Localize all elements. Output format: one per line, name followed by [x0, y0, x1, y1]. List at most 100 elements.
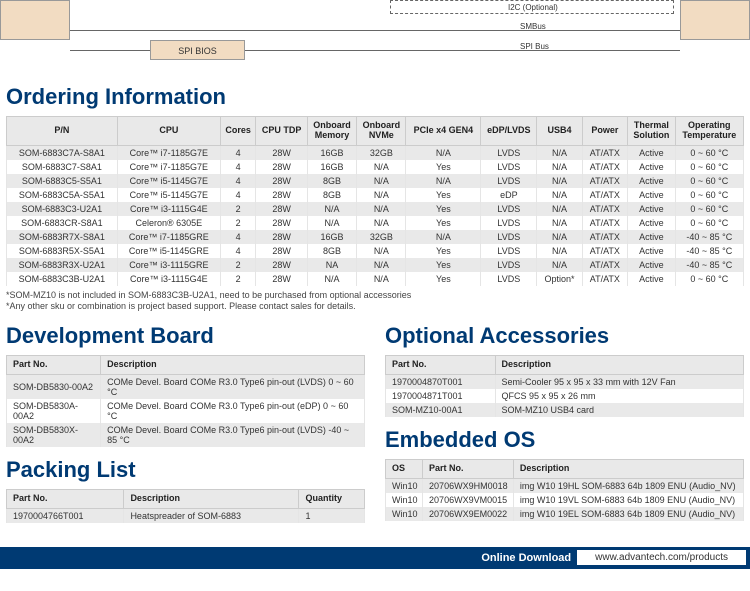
table-cell: 2 — [220, 258, 255, 272]
table-row: SOM-6883C7A-S8A1Core™ i7-1185G7E428W16GB… — [7, 145, 744, 160]
table-cell: 4 — [220, 174, 255, 188]
col-header: CPU TDP — [256, 117, 308, 146]
table-cell: LVDS — [481, 230, 537, 244]
table-cell: 16GB — [307, 160, 356, 174]
table-cell: SOM-6883CR-S8A1 — [7, 216, 118, 230]
table-cell: SOM-6883R7X-S8A1 — [7, 230, 118, 244]
table-cell: Yes — [406, 244, 481, 258]
ordering-table: P/NCPUCoresCPU TDPOnboard MemoryOnboard … — [6, 116, 744, 286]
accessories-table: Part No.Description 1970004870T001Semi-C… — [385, 355, 744, 417]
table-cell: Yes — [406, 188, 481, 202]
diagram-block-left — [0, 0, 70, 40]
col-header: Part No. — [386, 356, 496, 375]
table-cell: N/A — [537, 174, 582, 188]
table-cell: SOM-DB5830A-00A2 — [7, 399, 101, 423]
col-header: Description — [124, 490, 299, 509]
table-cell: N/A — [357, 272, 406, 286]
table-cell: Core™ i3-1115GRE — [117, 258, 220, 272]
table-cell: N/A — [357, 160, 406, 174]
table-cell: img W10 19HL SOM-6883 64b 1809 ENU (Audi… — [513, 478, 743, 493]
diagram-spi-bios: SPI BIOS — [150, 40, 245, 60]
footer-download-label: Online Download — [475, 552, 577, 564]
table-cell: Yes — [406, 258, 481, 272]
table-cell: -40 ~ 85 °C — [675, 230, 743, 244]
table-row: SOM-6883C5A-S5A1Core™ i5-1145G7E428W8GBN… — [7, 188, 744, 202]
table-cell: 20706WX9EM0022 — [423, 507, 514, 521]
col-header: CPU — [117, 117, 220, 146]
col-header: Power — [582, 117, 627, 146]
col-header: Part No. — [7, 490, 124, 509]
table-cell: AT/ATX — [582, 202, 627, 216]
table-cell: N/A — [357, 244, 406, 258]
col-header: Onboard NVMe — [357, 117, 406, 146]
table-cell: SOM-6883C7-S8A1 — [7, 160, 118, 174]
table-cell: 2 — [220, 216, 255, 230]
table-cell: 8GB — [307, 244, 356, 258]
table-cell: 16GB — [307, 230, 356, 244]
table-cell: N/A — [537, 230, 582, 244]
table-row: SOM-DB5830X-00A2COMe Devel. Board COMe R… — [7, 423, 365, 447]
table-cell: 1970004871T001 — [386, 389, 496, 403]
table-cell: AT/ATX — [582, 174, 627, 188]
table-cell: SOM-MZ10 USB4 card — [495, 403, 743, 417]
col-header: PCIe x4 GEN4 — [406, 117, 481, 146]
table-cell: 1970004870T001 — [386, 375, 496, 390]
table-cell: Celeron® 6305E — [117, 216, 220, 230]
table-cell: SOM-6883C7A-S8A1 — [7, 145, 118, 160]
table-row: SOM-DB5830-00A2COMe Devel. Board COMe R3… — [7, 375, 365, 400]
table-cell: Yes — [406, 160, 481, 174]
table-cell: Win10 — [386, 507, 423, 521]
table-cell: AT/ATX — [582, 244, 627, 258]
table-cell: N/A — [537, 188, 582, 202]
accessories-title: Optional Accessories — [385, 323, 744, 349]
table-cell: SOM-DB5830-00A2 — [7, 375, 101, 400]
table-row: SOM-6883C3B-U2A1Core™ i3-1115G4E228WN/AN… — [7, 272, 744, 286]
table-row: 1970004870T001Semi-Cooler 95 x 95 x 33 m… — [386, 375, 744, 390]
table-cell: Yes — [406, 202, 481, 216]
table-cell: 1 — [299, 508, 365, 523]
footer-url[interactable]: www.advantech.com/products — [577, 550, 746, 565]
table-cell: N/A — [307, 216, 356, 230]
table-cell: img W10 19EL SOM-6883 64b 1809 ENU (Audi… — [513, 507, 743, 521]
table-row: Win1020706WX9VM0015img W10 19VL SOM-6883… — [386, 493, 744, 507]
packing-table: Part No.DescriptionQuantity 1970004766T0… — [6, 489, 365, 523]
devboard-table: Part No.Description SOM-DB5830-00A2COMe … — [6, 355, 365, 447]
table-cell: Core™ i7-1185GRE — [117, 230, 220, 244]
table-cell: LVDS — [481, 202, 537, 216]
table-cell: Active — [628, 160, 676, 174]
table-cell: -40 ~ 85 °C — [675, 244, 743, 258]
col-header: Onboard Memory — [307, 117, 356, 146]
table-cell: 4 — [220, 145, 255, 160]
table-cell: img W10 19VL SOM-6883 64b 1809 ENU (Audi… — [513, 493, 743, 507]
table-cell: N/A — [537, 202, 582, 216]
table-cell: COMe Devel. Board COMe R3.0 Type6 pin-ou… — [101, 423, 365, 447]
table-cell: 4 — [220, 244, 255, 258]
table-cell: 28W — [256, 230, 308, 244]
table-cell: SOM-6883R3X-U2A1 — [7, 258, 118, 272]
col-header: Cores — [220, 117, 255, 146]
col-header: Thermal Solution — [628, 117, 676, 146]
table-cell: SOM-6883C5A-S5A1 — [7, 188, 118, 202]
table-cell: Yes — [406, 272, 481, 286]
table-cell: 28W — [256, 244, 308, 258]
table-cell: LVDS — [481, 174, 537, 188]
table-cell: 16GB — [307, 145, 356, 160]
ordering-foot1: *SOM-MZ10 is not included in SOM-6883C3B… — [6, 290, 744, 302]
table-cell: Core™ i7-1185G7E — [117, 160, 220, 174]
col-header: Quantity — [299, 490, 365, 509]
table-cell: Active — [628, 230, 676, 244]
table-cell: N/A — [406, 174, 481, 188]
table-cell: 20706WX9HM0018 — [423, 478, 514, 493]
table-cell: AT/ATX — [582, 230, 627, 244]
table-cell: Core™ i3-1115G4E — [117, 202, 220, 216]
table-row: SOM-6883C5-S5A1Core™ i5-1145G7E428W8GBN/… — [7, 174, 744, 188]
table-cell: Active — [628, 258, 676, 272]
table-cell: 28W — [256, 202, 308, 216]
table-cell: Win10 — [386, 478, 423, 493]
embedded-table: OSPart No.Description Win1020706WX9HM001… — [385, 459, 744, 521]
table-cell: 28W — [256, 258, 308, 272]
table-cell: Core™ i5-1145G7E — [117, 174, 220, 188]
table-cell: 2 — [220, 202, 255, 216]
table-cell: N/A — [537, 145, 582, 160]
diagram-smbus-line — [70, 30, 680, 31]
